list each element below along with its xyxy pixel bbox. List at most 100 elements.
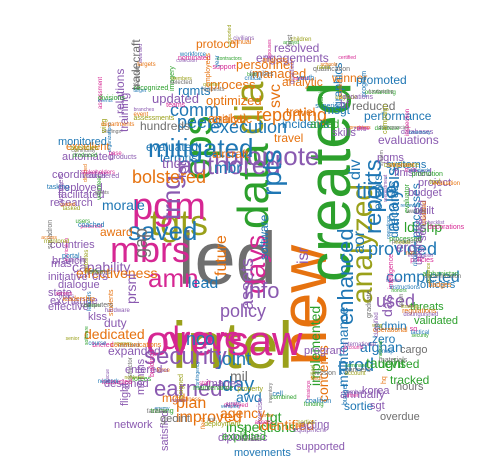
cloud-small-word: instructions <box>389 285 420 292</box>
cloud-word: korea <box>362 385 390 397</box>
cloud-word: incidents <box>282 117 330 131</box>
cloud-word: aor <box>351 230 368 254</box>
cloud-small-word: sections <box>134 65 141 88</box>
cloud-word: hours <box>396 381 424 393</box>
cloud-word: movements <box>234 447 291 459</box>
cloud-word: overdue <box>380 411 420 423</box>
cloud-small-word: cell <box>272 391 283 399</box>
cloud-small-word: exercises <box>239 437 262 444</box>
cloud-small-word: requests <box>201 86 225 93</box>
cloud-small-word: portal <box>62 253 80 261</box>
cloud-small-word: event <box>133 111 149 118</box>
cloud-small-word: nato <box>405 250 418 257</box>
cloud-word: branch <box>52 255 86 267</box>
cloud-small-word: awarded <box>137 44 144 64</box>
cloud-small-word: target <box>133 88 147 95</box>
cloud-word: zero <box>372 332 396 346</box>
cloud-word: reporting <box>256 105 328 125</box>
cloud-small-word: partner <box>342 393 359 400</box>
cloud-word: aircraft <box>212 147 249 161</box>
cloud-small-word: mission <box>312 369 336 377</box>
cloud-small-word: forces <box>132 375 152 383</box>
cloud-small-word: unit <box>207 417 216 424</box>
cloud-small-word: graduate <box>366 289 374 318</box>
cloud-word: evaluated <box>146 140 199 154</box>
cloud-word: morale <box>102 197 145 213</box>
cloud-small-word: briefings <box>101 129 121 135</box>
cloud-small-word: contractors <box>217 56 242 63</box>
cloud-small-word: equipment <box>293 427 326 435</box>
cloud-small-word: products <box>109 154 137 162</box>
cloud-word: pgm <box>132 186 206 228</box>
cloud-small-word: group <box>378 349 394 356</box>
cloud-small-word: reviewed <box>400 203 421 210</box>
cloud-word: skills <box>332 127 356 139</box>
cloud-word: amn <box>148 263 199 293</box>
cloud-small-word: spouses <box>267 38 274 58</box>
cloud-small-word: airmen <box>67 258 87 265</box>
cloud-word: provided <box>368 239 438 259</box>
cloud-small-word: servers <box>55 291 73 298</box>
cloud-small-word: procedures <box>391 238 422 245</box>
cloud-small-word: processed <box>389 236 422 244</box>
cloud-small-word: software <box>83 326 90 346</box>
cloud-word: joint <box>218 349 252 369</box>
cloud-small-word: hardware <box>104 308 130 314</box>
cloud-small-word: employees <box>204 53 212 88</box>
cloud-small-word: tasking <box>46 183 70 191</box>
cloud-word: program <box>304 345 345 357</box>
cloud-word: duty <box>104 316 127 330</box>
cloud-small-word: access <box>41 234 57 241</box>
cloud-word: devised <box>378 357 420 371</box>
cloud-small-word: joint <box>295 422 305 429</box>
cloud-small-word: standards <box>408 168 431 175</box>
cloud-word: flight <box>119 382 131 406</box>
cloud-small-word: units <box>226 400 242 408</box>
cloud-word: time <box>356 178 398 203</box>
cloud-small-word: medals <box>394 240 411 247</box>
cloud-word: deployed <box>58 182 103 194</box>
cloud-small-word: charities <box>318 85 325 108</box>
cloud-word: capability <box>72 259 131 275</box>
cloud-small-word: tool <box>429 178 441 186</box>
cloud-small-word: courses <box>114 341 132 348</box>
cloud-small-word: stakeholders <box>81 169 116 176</box>
cloud-word: effective <box>48 301 89 313</box>
cloud-small-word: fleet <box>200 417 207 429</box>
cloud-small-word: briefed <box>92 341 114 349</box>
cloud-small-word: materials <box>378 357 408 365</box>
cloud-small-word: community <box>71 148 96 155</box>
cloud-word: network <box>114 419 153 431</box>
cloud-word: tracked <box>390 373 430 387</box>
cloud-small-word: outstanding <box>364 89 396 96</box>
cloud-small-word: analysts <box>262 57 288 65</box>
cloud-word: mbrs <box>110 229 190 270</box>
cloud-small-word: deployment <box>204 420 241 428</box>
cloud-word: critical <box>212 112 247 126</box>
cloud-small-word: discrepancies <box>378 125 410 132</box>
cloud-small-word: assets <box>254 420 272 426</box>
cloud-small-word: sorties <box>297 420 316 427</box>
cloud-small-word: top <box>265 54 274 61</box>
cloud-small-word: databases <box>400 128 434 136</box>
cloud-word: assets <box>237 257 257 310</box>
cloud-word: das <box>379 294 395 317</box>
cloud-word: day <box>222 374 255 396</box>
cloud-small-word: personnel <box>80 223 103 230</box>
cloud-small-word: operational <box>372 327 408 335</box>
cloud-small-word: combat <box>343 390 364 397</box>
cloud-word: security <box>144 343 227 370</box>
cloud-small-word: networks <box>124 375 145 382</box>
cloud-word: software <box>257 214 271 260</box>
cloud-small-word: targets <box>137 62 156 69</box>
cloud-word: terrorist <box>160 151 201 165</box>
cloud-small-word: critical <box>244 75 262 82</box>
cloud-small-word: leadership <box>62 296 95 304</box>
cloud-small-word: members <box>170 75 192 82</box>
cloud-word: dialogue <box>58 279 100 291</box>
cloud-word: winner <box>332 71 368 85</box>
cloud-small-word: vehicles <box>220 404 239 411</box>
cloud-small-word: badges <box>428 281 452 289</box>
cloud-word: pgms <box>377 152 404 164</box>
cloud-small-word: children <box>290 36 312 43</box>
